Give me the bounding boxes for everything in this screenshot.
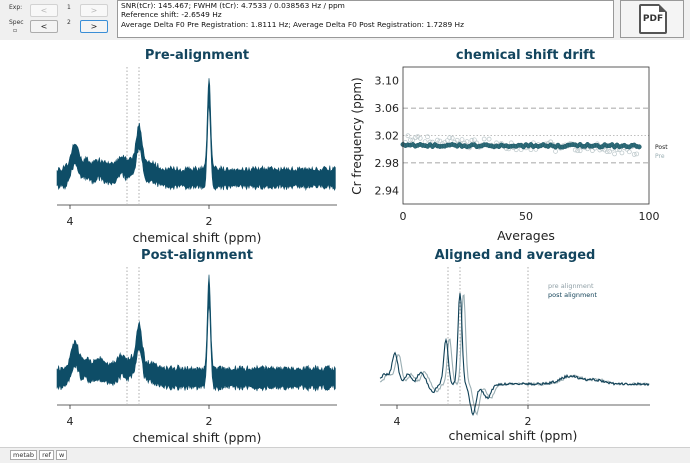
pre-alignment-title: Pre-alignment [144, 48, 250, 63]
drift-pre-point [435, 137, 440, 143]
post-alignment-plot: 4 2 chemical shift (ppm) [56, 267, 337, 445]
tab-metab[interactable]: metab [10, 450, 37, 460]
drift-y-tick: 3.06 [375, 102, 400, 115]
drift-pre-point [604, 149, 610, 155]
tab-ref[interactable]: ref [39, 450, 54, 460]
drift-pre-point [471, 137, 477, 143]
aligned-x-label: chemical shift (ppm) [449, 428, 578, 443]
post-x-label: chemical shift (ppm) [133, 430, 262, 445]
drift-plot: 3.10 3.06 3.02 2.98 2.940 50 100 Post Pre Aver… [350, 66, 668, 243]
drift-pre-point [575, 148, 581, 154]
drift-y-tick: 2.98 [375, 157, 400, 170]
drift-pre-point [572, 147, 578, 153]
drift-pre-point [553, 149, 558, 154]
drift-pre-point [577, 148, 583, 154]
drift-pre-point [614, 147, 620, 153]
legend-post-alignment: post alignment [548, 291, 597, 299]
drift-title: chemical shift drift [455, 48, 596, 63]
drift-axes-frame [402, 66, 650, 205]
drift-x-label: Averages [497, 228, 555, 243]
drift-pre-point [469, 137, 475, 143]
drift-post-point [636, 144, 642, 150]
drift-x-tick: 100 [639, 210, 660, 223]
spec-label: Spec [9, 19, 24, 26]
drift-pre-point [619, 150, 625, 156]
exp-number: 1 [67, 4, 71, 11]
aligned-tick-2: 2 [525, 415, 532, 428]
drift-pre-point [464, 139, 470, 144]
tab-w[interactable]: w [55, 450, 68, 460]
reference-shift-text: Reference shift: -2.6549 Hz [121, 10, 222, 20]
pdf-file-icon: PDF [639, 4, 667, 34]
drift-y-tick: 3.02 [375, 130, 400, 143]
pdf-export-button[interactable]: PDF [620, 0, 684, 38]
exp-label: Exp: [9, 4, 23, 11]
drift-pre-point [528, 147, 534, 153]
drift-pre-point [454, 137, 460, 143]
drift-pre-point [486, 136, 492, 142]
post-alignment-title: Post-alignment [141, 248, 253, 263]
drift-pre-point [444, 138, 450, 144]
tab-list: metab ref w [10, 450, 68, 460]
top-toolbar: Exp: Spec ▫ < < 1 2 > > SNR(tCr): 145.46… [0, 0, 690, 40]
navigation-controls: Exp: Spec ▫ < < 1 2 > > [0, 0, 113, 38]
drift-pre-point [405, 133, 411, 139]
drift-pre-point [408, 137, 413, 143]
spec-indicator-icon: ▫ [13, 27, 18, 34]
pre-spectrum-band [56, 78, 336, 191]
drift-pre-point [437, 138, 443, 144]
drift-pre-point [425, 134, 430, 140]
drift-pre-point [459, 137, 465, 142]
snr-fwhm-text: SNR(tCr): 145.467; FWHM (tCr): 4.7533 / … [121, 1, 345, 10]
drift-pre-point [449, 135, 455, 141]
pre-alignment-plot: 4 2 chemical shift (ppm) [56, 67, 337, 245]
exp-next-button[interactable]: > [80, 4, 108, 17]
info-panel: SNR(tCr): 145.467; FWHM (tCr): 4.7533 / … [117, 0, 614, 38]
drift-x-tick: 50 [519, 210, 533, 223]
drift-pre-point [634, 151, 640, 157]
legend-pre-alignment: pre alignment [548, 282, 594, 290]
drift-pre-point [447, 135, 453, 140]
drift-pre-point [412, 135, 418, 141]
pre-x-label: chemical shift (ppm) [133, 230, 262, 245]
drift-legend-post: Post [655, 144, 668, 151]
aligned-tick-4: 4 [394, 415, 401, 428]
spec-number: 2 [67, 19, 71, 26]
aligned-title: Aligned and averaged [434, 248, 596, 263]
drift-pre-point [612, 151, 617, 157]
drift-pre-point [417, 135, 423, 141]
pre-tick-4: 4 [67, 215, 74, 228]
aligned-plot: 4 2 chemical shift (ppm) pre alignment p… [379, 267, 650, 443]
bottom-tab-bar: metab ref w [0, 447, 690, 463]
pdf-button-label: PDF [642, 14, 664, 24]
exp-prev-button[interactable]: < [30, 4, 58, 17]
post-spectrum-band [56, 274, 336, 392]
drift-y-label: Cr frequency (ppm) [350, 77, 364, 194]
drift-legend-pre: Pre [655, 153, 665, 160]
post-alignment-line [379, 293, 650, 416]
drift-pre-point [481, 136, 487, 142]
post-tick-4: 4 [67, 415, 74, 428]
drift-pre-point [626, 149, 632, 155]
drift-y-tick: 2.94 [375, 184, 400, 197]
drift-pre-point [410, 137, 416, 143]
drift-y-tick: 3.10 [375, 75, 400, 88]
spec-next-button[interactable]: > [80, 20, 108, 33]
post-tick-2: 2 [206, 415, 213, 428]
drift-pre-point [422, 139, 428, 145]
spec-prev-button[interactable]: < [30, 20, 58, 33]
pre-tick-2: 2 [206, 215, 213, 228]
pre-alignment-line [379, 294, 650, 416]
delta-f0-text: Average Delta F0 Pre Registration: 1.811… [121, 19, 464, 29]
drift-pre-point [590, 148, 595, 153]
drift-pre-point [631, 152, 637, 157]
drift-x-tick: 0 [400, 210, 407, 223]
drift-pre-point [607, 149, 612, 154]
